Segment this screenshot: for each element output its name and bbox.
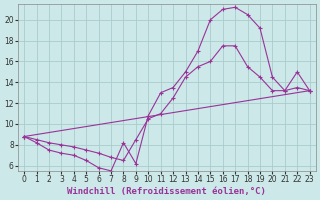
X-axis label: Windchill (Refroidissement éolien,°C): Windchill (Refroidissement éolien,°C): [68, 187, 266, 196]
